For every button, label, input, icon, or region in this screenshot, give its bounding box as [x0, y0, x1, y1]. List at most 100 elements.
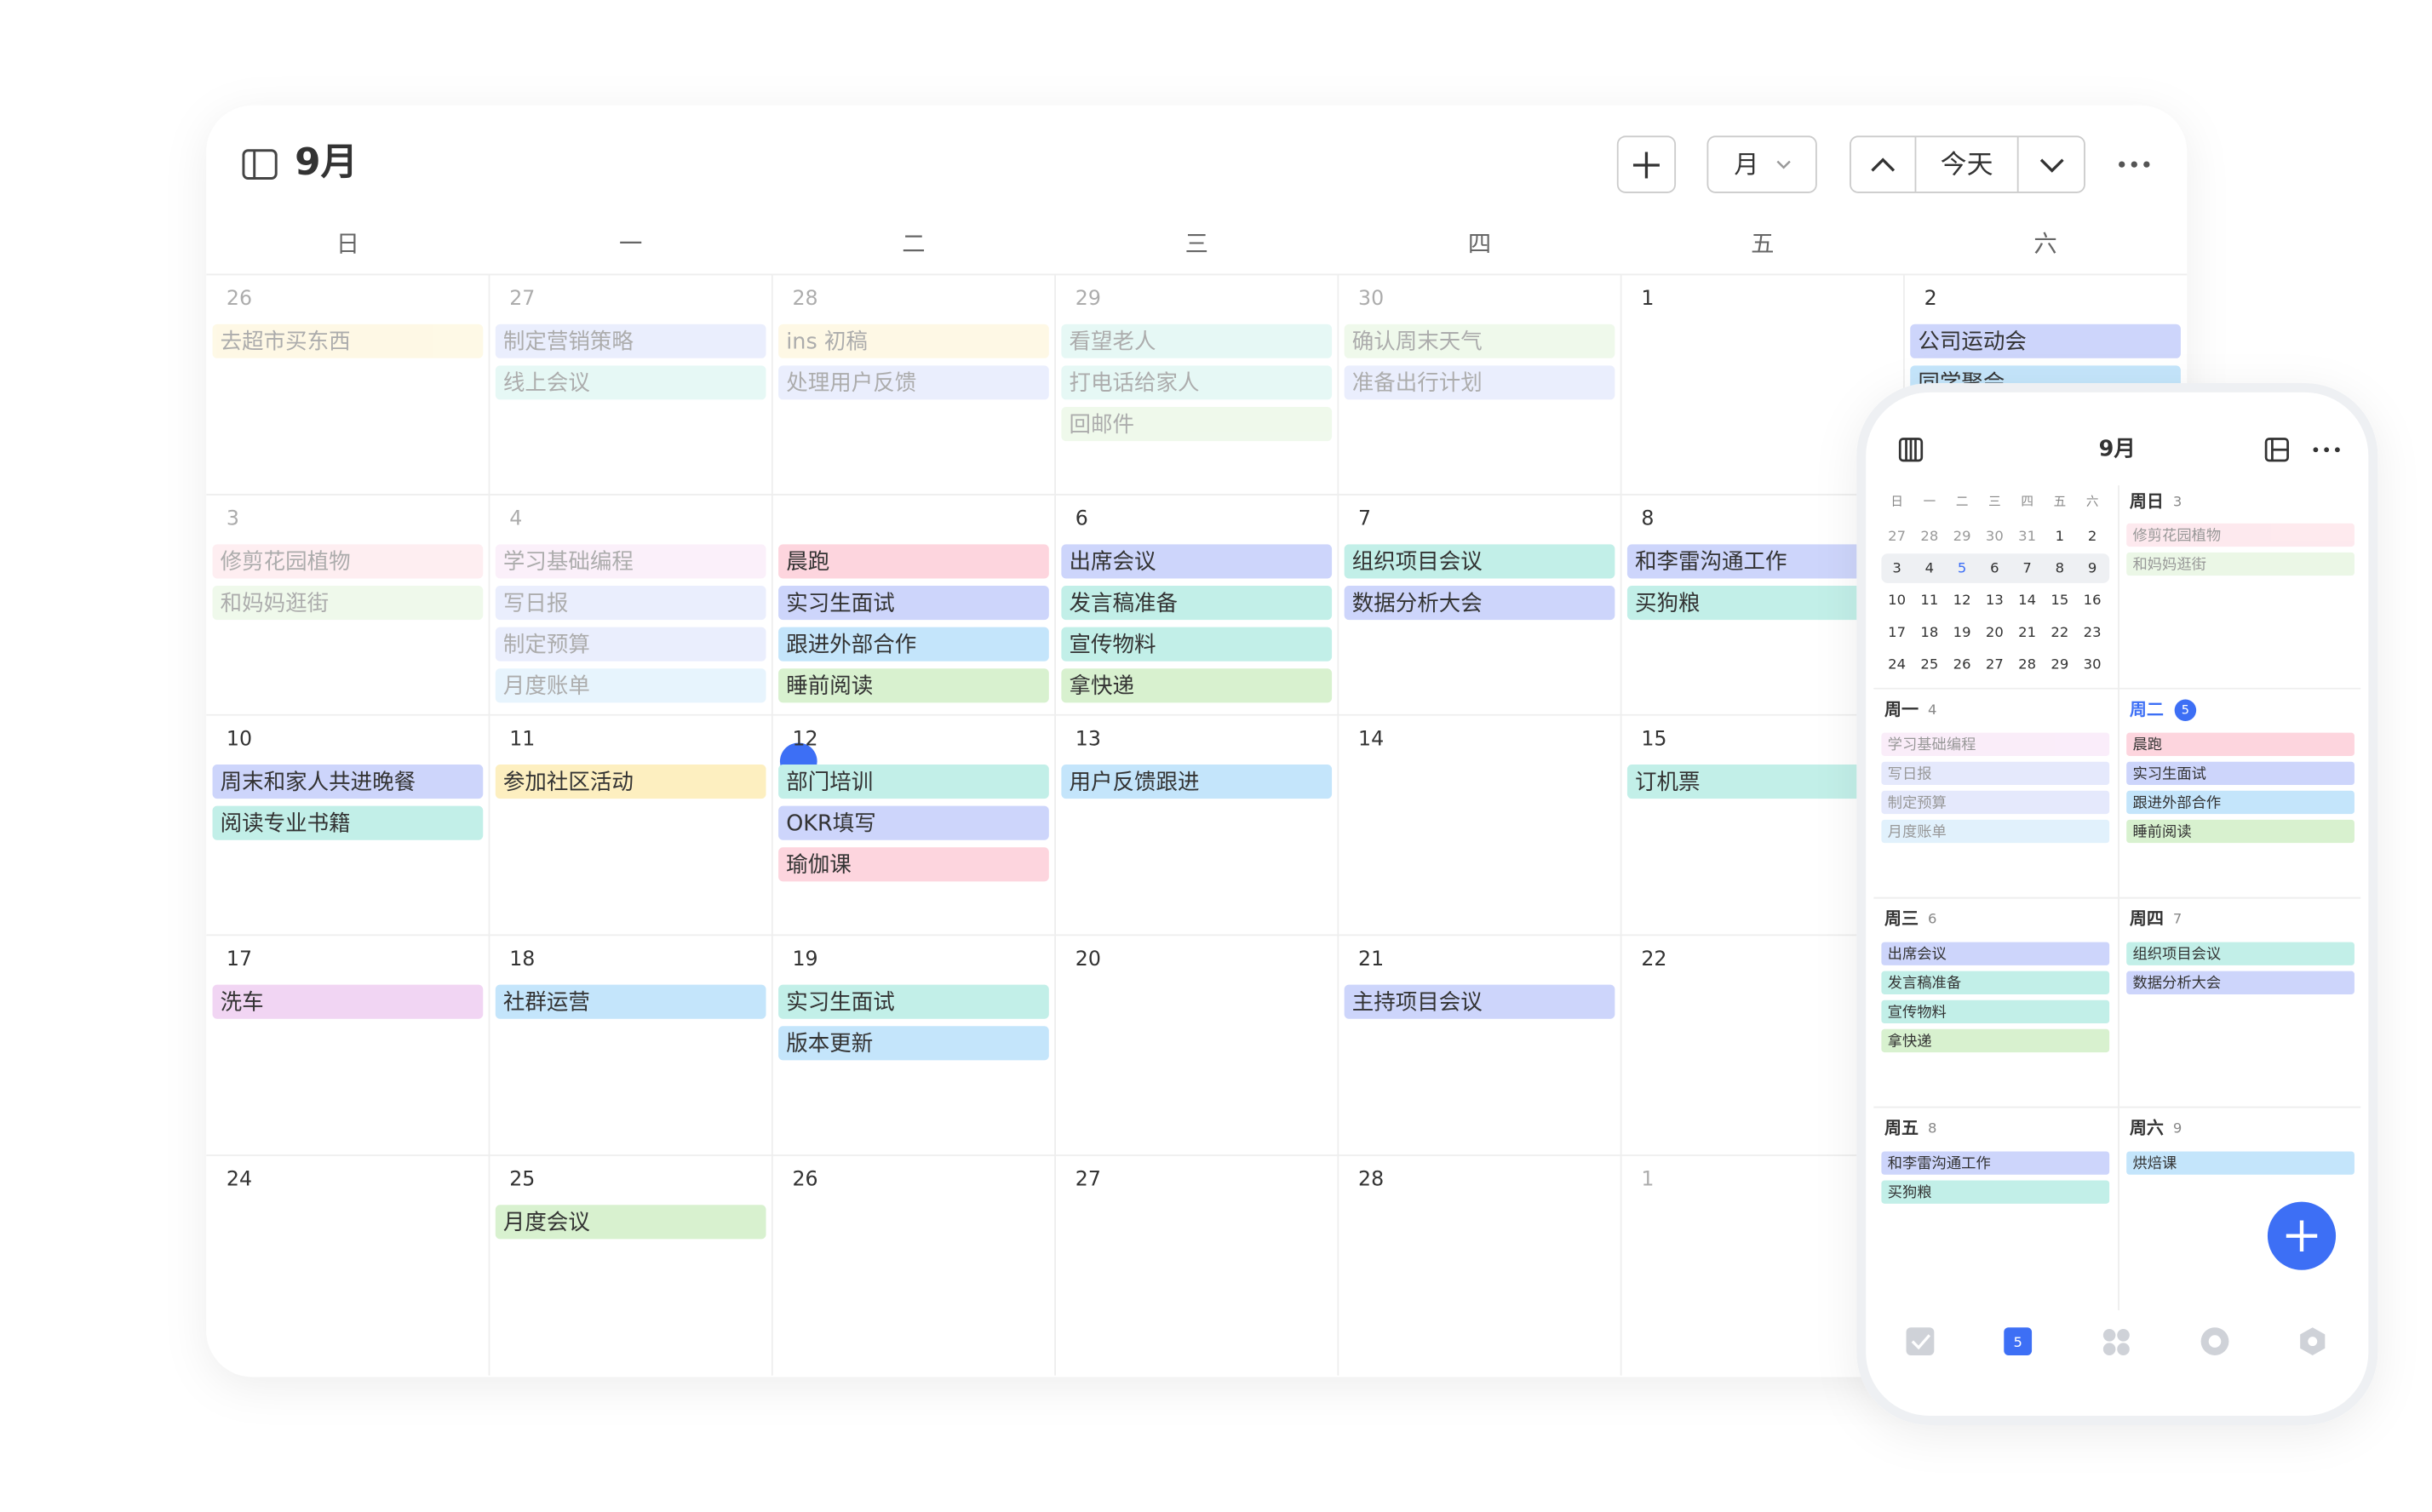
event-chip[interactable] — [1061, 544, 1333, 579]
event-chip[interactable] — [778, 365, 1049, 400]
event-chip[interactable] — [2126, 1151, 2355, 1175]
event-chip[interactable] — [1344, 324, 1615, 358]
event-chip[interactable] — [212, 805, 484, 840]
event-chip[interactable] — [778, 984, 1049, 1019]
event-chip[interactable] — [1626, 544, 1898, 579]
event-chip[interactable] — [495, 627, 766, 662]
event-title: 看望老人 — [1069, 329, 1156, 355]
tab-settings[interactable] — [2300, 1327, 2326, 1355]
day-cell: 27 — [1075, 1167, 1101, 1191]
prev-button[interactable] — [1871, 158, 1896, 172]
phone-view-icon[interactable] — [2264, 438, 2289, 462]
day-label: 周三 — [1884, 908, 1919, 929]
today-button[interactable]: 今天 — [1941, 149, 1993, 180]
event-chip[interactable] — [1061, 765, 1333, 799]
event-chip[interactable] — [495, 668, 766, 703]
day-cell: 15 订机票 — [1626, 726, 1898, 799]
event-chip[interactable] — [495, 765, 766, 799]
event-chip[interactable] — [1061, 586, 1333, 621]
event-chip[interactable] — [2126, 523, 2355, 547]
day-number: 22 — [1641, 947, 1666, 971]
event-chip[interactable] — [495, 324, 766, 358]
event-chip[interactable] — [2126, 552, 2355, 576]
event-chip[interactable] — [1881, 999, 2110, 1024]
day-cell: 26 去超市买东西 — [212, 286, 484, 358]
mini-day: 18 — [1920, 624, 1938, 640]
event-chip[interactable] — [1881, 790, 2110, 815]
tab-tasks[interactable] — [1906, 1327, 1935, 1355]
mini-day: 30 — [2084, 656, 2102, 673]
event-chip[interactable] — [1061, 668, 1333, 703]
event-chip[interactable] — [1881, 971, 2110, 994]
event-chip[interactable] — [778, 586, 1049, 621]
event-chip[interactable] — [212, 765, 484, 799]
event-chip[interactable] — [2126, 761, 2355, 786]
event-chip[interactable] — [1881, 761, 2110, 786]
event-chip[interactable] — [778, 324, 1049, 358]
view-button[interactable]: 月 — [1706, 135, 1817, 193]
mini-day: 23 — [2084, 624, 2102, 640]
mini-day: 4 — [1925, 559, 1934, 576]
event-chip[interactable] — [1881, 1151, 2110, 1175]
event-chip[interactable] — [1344, 365, 1615, 400]
event-chip[interactable] — [1344, 586, 1615, 621]
event-chip[interactable] — [1344, 984, 1615, 1019]
sidebar-icon[interactable] — [242, 149, 278, 180]
event-chip[interactable] — [212, 984, 484, 1019]
event-chip[interactable] — [1061, 627, 1333, 662]
event-chip[interactable] — [2126, 942, 2355, 965]
event-title: 月度账单 — [1888, 823, 1947, 840]
phone-sidebar-icon[interactable] — [1898, 438, 1924, 462]
event-title: 用户反馈跟进 — [1069, 770, 1199, 795]
day-cell: 25 月度会议 — [495, 1167, 766, 1240]
event-chip[interactable] — [2126, 819, 2355, 844]
add-button[interactable] — [1616, 135, 1677, 193]
event-chip[interactable] — [1626, 586, 1898, 621]
day-cell: 14 — [1358, 726, 1384, 750]
event-chip[interactable] — [495, 984, 766, 1019]
event-chip[interactable] — [495, 586, 766, 621]
event-chip[interactable] — [1881, 942, 2110, 965]
event-chip[interactable] — [495, 1205, 766, 1240]
event-chip[interactable] — [778, 765, 1049, 799]
event-chip[interactable] — [1626, 765, 1898, 799]
event-title: 月度账单 — [503, 673, 590, 699]
event-chip[interactable] — [778, 805, 1049, 840]
event-chip[interactable] — [212, 544, 484, 579]
day-number: 5 — [2182, 702, 2189, 717]
phone-more[interactable] — [2313, 447, 2340, 453]
event-chip[interactable] — [1061, 324, 1333, 358]
event-chip[interactable] — [212, 324, 484, 358]
event-chip[interactable] — [778, 668, 1049, 703]
day-number: 6 — [1928, 911, 1936, 927]
event-chip[interactable] — [495, 544, 766, 579]
next-button[interactable] — [2039, 158, 2064, 173]
event-chip[interactable] — [778, 1026, 1049, 1061]
event-chip[interactable] — [1910, 324, 2181, 358]
tab-focus[interactable] — [2200, 1327, 2229, 1355]
event-chip[interactable] — [2126, 971, 2355, 994]
day-label: 周一 — [1884, 699, 1919, 719]
more-button[interactable] — [2119, 161, 2150, 168]
event-title: 和李雷沟通工作 — [1635, 549, 1787, 575]
tab-calendar[interactable]: 5 — [2004, 1327, 2033, 1355]
event-chip[interactable] — [2126, 790, 2355, 815]
event-chip[interactable] — [1881, 1180, 2110, 1204]
event-chip[interactable] — [1881, 819, 2110, 844]
event-chip[interactable] — [1061, 406, 1333, 442]
tab-apps[interactable] — [2102, 1329, 2130, 1355]
event-chip[interactable] — [1061, 365, 1333, 400]
fab[interactable] — [2267, 1201, 2337, 1270]
event-chip[interactable] — [1881, 1028, 2110, 1053]
event-chip[interactable] — [2126, 732, 2355, 756]
event-chip[interactable] — [495, 365, 766, 400]
event-chip[interactable] — [778, 544, 1049, 579]
event-chip[interactable] — [778, 847, 1049, 882]
event-chip[interactable] — [1344, 544, 1615, 579]
event-chip[interactable] — [778, 627, 1049, 662]
event-chip[interactable] — [1881, 732, 2110, 756]
event-chip[interactable] — [212, 586, 484, 621]
